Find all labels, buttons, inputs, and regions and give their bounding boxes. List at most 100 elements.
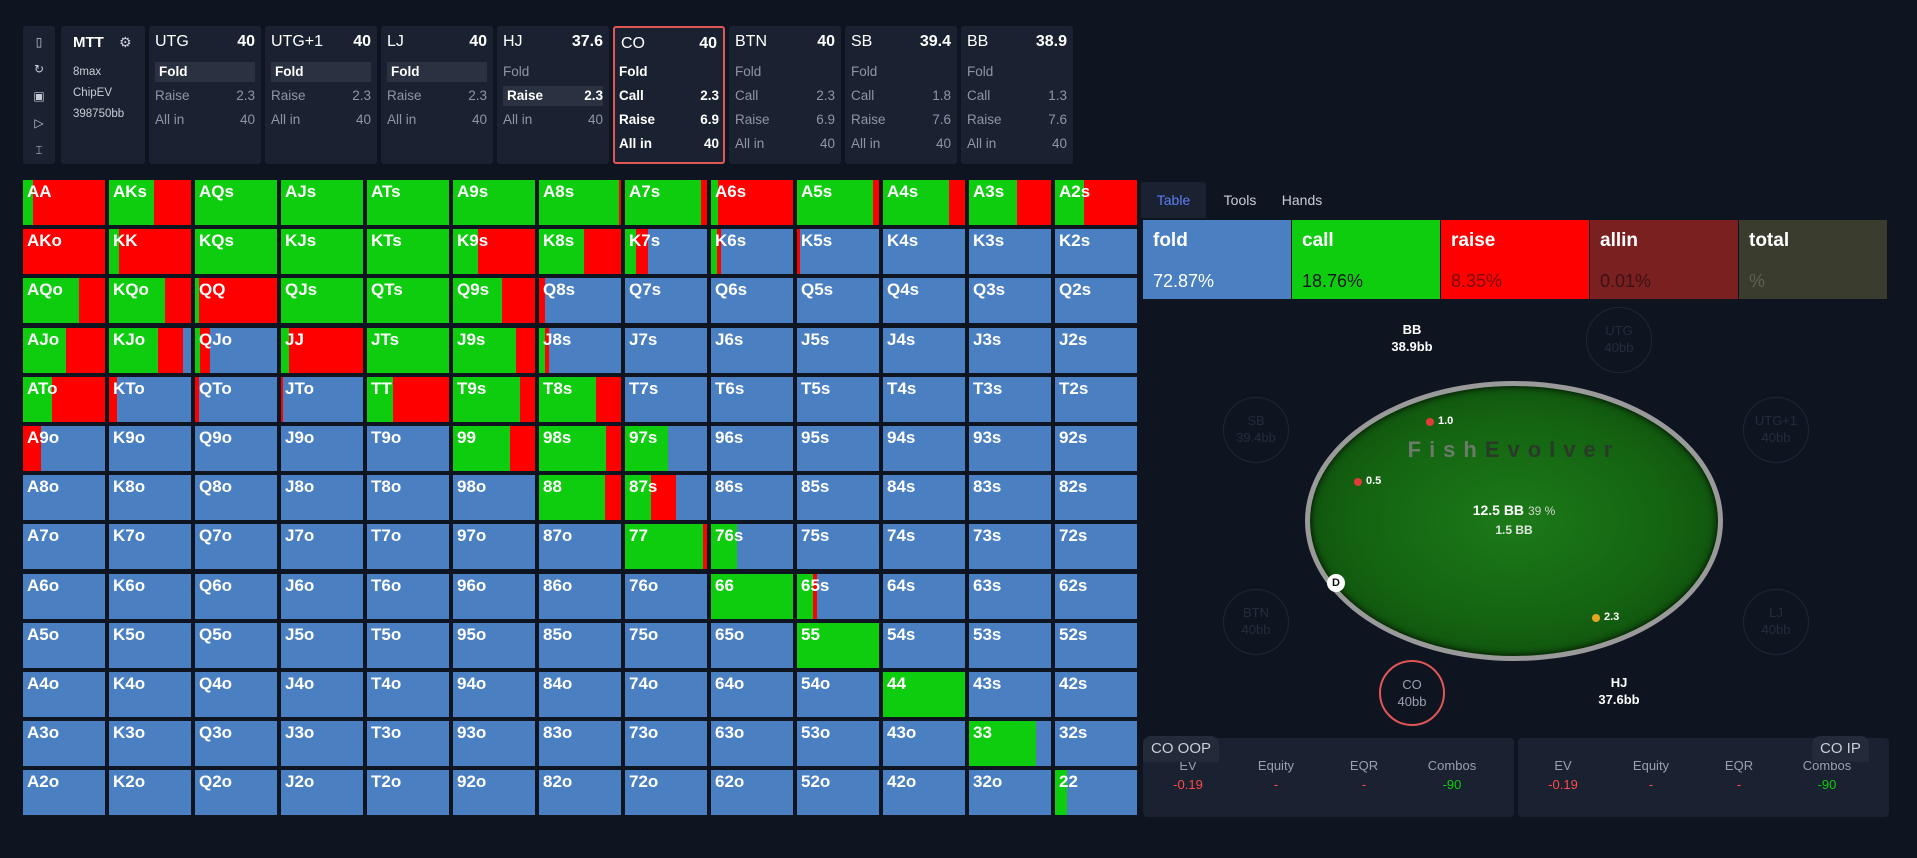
hand-cell[interactable]: 63s [969, 573, 1051, 619]
hand-cell[interactable]: AQs [195, 180, 277, 225]
hand-cell[interactable]: K8o [109, 475, 191, 521]
hand-cell[interactable]: 76s [711, 524, 793, 570]
hand-cell[interactable]: 73s [969, 524, 1051, 570]
action-raise[interactable]: Raise 2.3 [271, 86, 371, 106]
action-all-in[interactable]: All in 40 [619, 134, 719, 154]
seat-co[interactable]: CO 40bb [1379, 660, 1445, 726]
hand-cell[interactable]: AJs [281, 180, 363, 225]
hand-cell[interactable]: T6o [367, 573, 449, 619]
hand-cell[interactable]: Q5s [797, 278, 879, 324]
hand-cell[interactable]: 98s [539, 426, 621, 471]
hand-cell[interactable]: T2o [367, 770, 449, 816]
hand-cell[interactable]: K2o [109, 770, 191, 816]
hand-cell[interactable]: J2s [1055, 327, 1137, 373]
action-raise[interactable]: Raise 6.9 [735, 110, 835, 130]
action-fold[interactable]: Fold [735, 62, 835, 82]
hand-cell[interactable]: 33 [969, 721, 1051, 767]
hand-cell[interactable]: 44 [883, 672, 965, 717]
seat-sb[interactable]: SB 39.4bb [1223, 397, 1289, 463]
position-btn[interactable]: BTN 40 Fold Call 2.3 Raise 6.9 All in 40 [729, 26, 841, 164]
seat-utg[interactable]: UTG 40bb [1586, 307, 1652, 373]
hand-cell[interactable]: Q3o [195, 721, 277, 767]
action-all-in[interactable]: All in 40 [271, 110, 371, 130]
hand-cell[interactable]: 84o [539, 672, 621, 717]
hand-cell[interactable]: 22 [1055, 770, 1137, 816]
position-co[interactable]: CO 40 Fold Call 2.3 Raise 6.9 All in 40 [613, 26, 725, 164]
save-icon[interactable]: ▣ [33, 89, 45, 103]
action-call[interactable]: Call 2.3 [619, 86, 719, 106]
hand-cell[interactable]: 86o [539, 573, 621, 619]
hand-cell[interactable]: Q2o [195, 770, 277, 816]
hand-cell[interactable]: 43o [883, 721, 965, 767]
hand-cell[interactable]: Q9s [453, 278, 535, 324]
hand-cell[interactable]: KJs [281, 229, 363, 275]
hand-cell[interactable]: 86s [711, 475, 793, 521]
hand-cell[interactable]: T4s [883, 376, 965, 422]
hand-cell[interactable]: 96s [711, 426, 793, 471]
hand-cell[interactable]: A4o [23, 672, 105, 717]
hand-cell[interactable]: 98o [453, 475, 535, 521]
hand-cell[interactable]: KTo [109, 376, 191, 422]
hand-cell[interactable]: 82s [1055, 475, 1137, 521]
action-all-in[interactable]: All in 40 [387, 110, 487, 130]
action-call[interactable]: Call 1.3 [967, 86, 1067, 106]
hand-cell[interactable]: A5o [23, 622, 105, 668]
hand-cell[interactable]: T7o [367, 524, 449, 570]
hand-cell[interactable]: QJo [195, 327, 277, 373]
hand-cell[interactable]: AKo [23, 229, 105, 275]
hand-cell[interactable]: TT [367, 376, 449, 422]
hand-cell[interactable]: A3s [969, 180, 1051, 225]
hand-cell[interactable]: 72s [1055, 524, 1137, 570]
hand-cell[interactable]: A2s [1055, 180, 1137, 225]
hand-cell[interactable]: 55 [797, 622, 879, 668]
action-all-in[interactable]: All in 40 [155, 110, 255, 130]
hand-cell[interactable]: Q7o [195, 524, 277, 570]
hand-cell[interactable]: J3s [969, 327, 1051, 373]
hand-cell[interactable]: Q4s [883, 278, 965, 324]
position-utg[interactable]: UTG 40 Fold Raise 2.3 All in 40 [149, 26, 261, 164]
hand-cell[interactable]: 76o [625, 573, 707, 619]
hand-cell[interactable]: 87o [539, 524, 621, 570]
hand-cell[interactable]: 93s [969, 426, 1051, 471]
hand-cell[interactable]: 94o [453, 672, 535, 717]
hand-cell[interactable]: A8s [539, 180, 621, 225]
hand-cell[interactable]: 85s [797, 475, 879, 521]
hand-cell[interactable]: Q6o [195, 573, 277, 619]
action-all-in[interactable]: All in 40 [851, 134, 951, 154]
hand-cell[interactable]: K6s [711, 229, 793, 275]
hand-cell[interactable]: 97s [625, 426, 707, 471]
hand-cell[interactable]: 94s [883, 426, 965, 471]
hand-cell[interactable]: J4s [883, 327, 965, 373]
hand-cell[interactable]: J5o [281, 622, 363, 668]
seat-bb[interactable]: BB 38.9bb [1379, 307, 1445, 373]
hand-cell[interactable]: 82o [539, 770, 621, 816]
action-raise[interactable]: Raise 7.6 [851, 110, 951, 130]
hand-cell[interactable]: A6s [711, 180, 793, 225]
hand-cell[interactable]: A9s [453, 180, 535, 225]
hand-cell[interactable]: 43s [969, 672, 1051, 717]
hand-cell[interactable]: J7o [281, 524, 363, 570]
hand-cell[interactable]: 92s [1055, 426, 1137, 471]
hand-cell[interactable]: 54s [883, 622, 965, 668]
hand-cell[interactable]: T2s [1055, 376, 1137, 422]
hand-cell[interactable]: 66 [711, 573, 793, 619]
hand-cell[interactable]: A6o [23, 573, 105, 619]
action-all-in[interactable]: All in 40 [503, 110, 603, 130]
hand-cell[interactable]: Q8o [195, 475, 277, 521]
action-fold[interactable]: Fold [619, 62, 719, 82]
hand-cell[interactable]: T7s [625, 376, 707, 422]
hand-cell[interactable]: KQo [109, 278, 191, 324]
hand-cell[interactable]: A2o [23, 770, 105, 816]
seat-btn[interactable]: BTN 40bb [1223, 589, 1289, 655]
hand-cell[interactable]: AJo [23, 327, 105, 373]
hand-cell[interactable]: 83o [539, 721, 621, 767]
hand-cell[interactable]: 72o [625, 770, 707, 816]
hand-cell[interactable]: K3s [969, 229, 1051, 275]
hand-cell[interactable]: J8o [281, 475, 363, 521]
hand-cell[interactable]: 92o [453, 770, 535, 816]
hand-cell[interactable]: KQs [195, 229, 277, 275]
hand-cell[interactable]: A8o [23, 475, 105, 521]
hand-cell[interactable]: JTo [281, 376, 363, 422]
hand-cell[interactable]: JJ [281, 327, 363, 373]
hand-cell[interactable]: 53s [969, 622, 1051, 668]
